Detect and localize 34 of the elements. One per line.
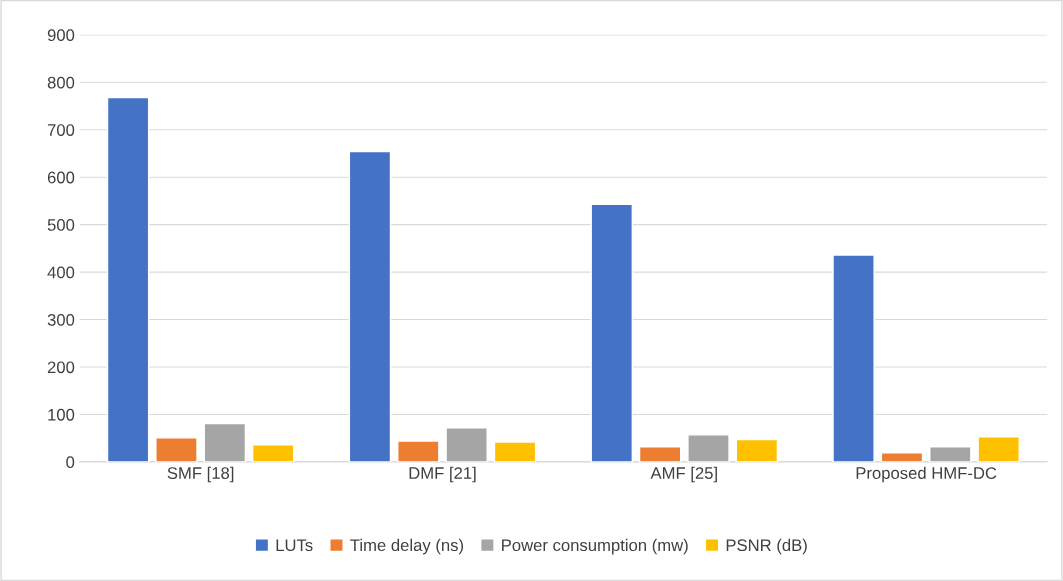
bar xyxy=(638,446,682,462)
bar xyxy=(687,434,730,462)
y-tick-label: 900 xyxy=(47,29,75,42)
x-tick-label: DMF [21] xyxy=(409,466,476,483)
bar xyxy=(832,254,875,462)
bar xyxy=(203,422,247,462)
bar xyxy=(155,437,198,462)
bar xyxy=(348,150,392,462)
bar xyxy=(445,427,488,462)
bar xyxy=(977,436,1020,462)
legend-label: Time delay (ns) xyxy=(350,538,464,555)
bar xyxy=(735,438,779,462)
y-tick-label: 800 xyxy=(47,76,75,89)
y-tick-label: 100 xyxy=(48,408,75,421)
bar xyxy=(106,96,150,462)
y-tick-label: 0 xyxy=(66,456,75,469)
y-tick-label: 700 xyxy=(47,124,75,136)
y-tick-label: 400 xyxy=(47,266,75,279)
y-tick-label: 200 xyxy=(47,361,75,374)
y-tick-label: 300 xyxy=(47,313,75,326)
bar xyxy=(397,440,440,462)
bar xyxy=(929,446,972,462)
x-tick-label: AMF [25] xyxy=(650,466,717,483)
y-tick-label: 600 xyxy=(47,171,75,184)
x-tick-label: Proposed HMF-DC xyxy=(856,466,997,483)
bar xyxy=(251,444,295,462)
x-tick-label: SMF [18] xyxy=(167,466,234,483)
bar xyxy=(880,452,924,462)
legend-label: LUTs xyxy=(276,539,313,552)
legend-label: Power consumption (mw) xyxy=(502,538,688,555)
y-tick-label: 500 xyxy=(47,219,75,231)
bar xyxy=(590,203,634,462)
bar xyxy=(493,441,537,462)
legend-label: PSNR (dB) xyxy=(726,538,807,555)
